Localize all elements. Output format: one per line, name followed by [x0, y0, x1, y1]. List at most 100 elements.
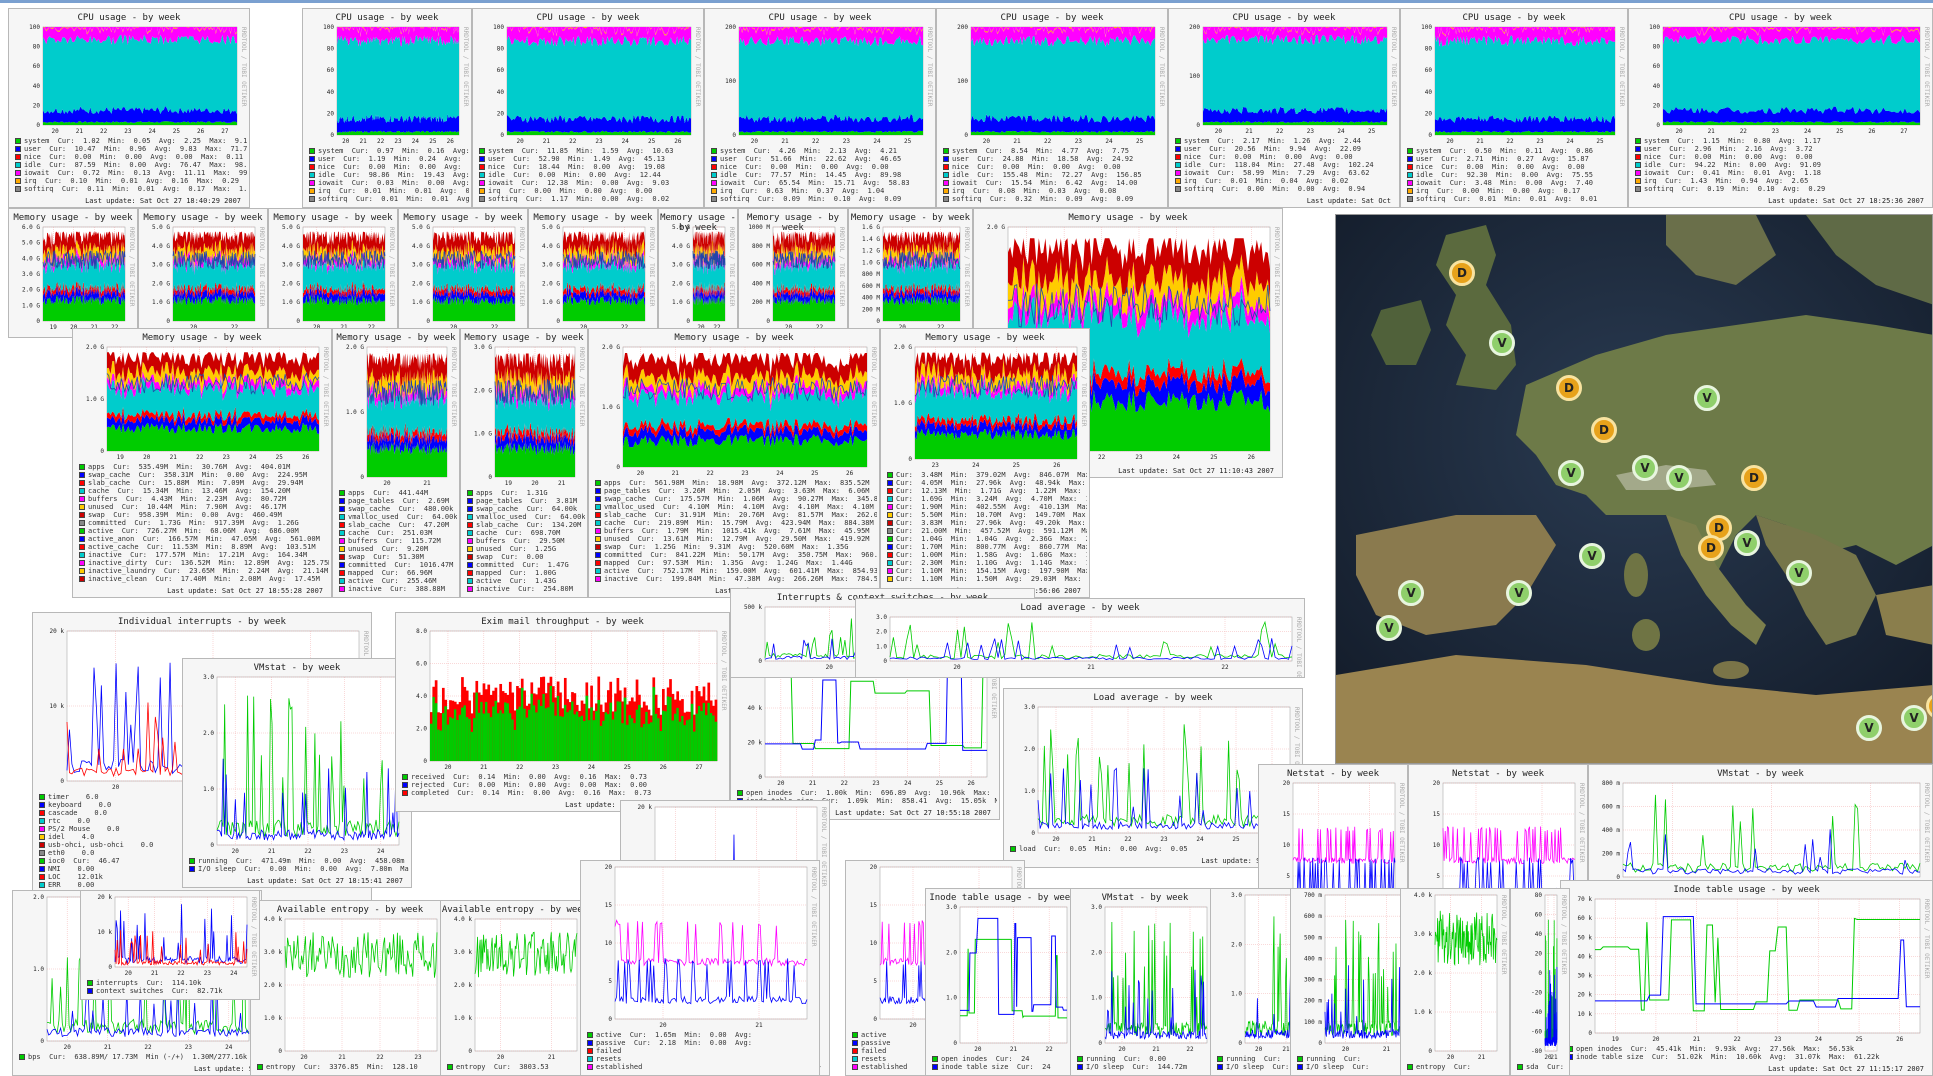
x-tick-label: 19 — [117, 454, 125, 461]
x-tick-label: 20 — [232, 848, 240, 855]
bar-completed — [614, 711, 617, 761]
legend-swatch — [887, 568, 893, 574]
legend-swatch — [15, 146, 21, 152]
line-committed — [1007, 283, 1271, 328]
legend-text: active_anon Cur: 166.57M Min: 47.05M Avg… — [88, 535, 320, 543]
x-tick-label: 22 — [177, 970, 185, 977]
y-tick-label: 80 — [497, 46, 505, 53]
x-tick-label: 25 — [648, 138, 656, 145]
map-marker-v[interactable]: V — [1694, 385, 1720, 411]
munin-graph-entropy2[interactable]: 0 1.0 k 2.0 k 3.0 k 4.0 k 20 21 Available entro… — [440, 900, 590, 1076]
x-tick-label: 23 — [1536, 138, 1544, 145]
munin-graph-mem1[interactable]: 0 1.0 G 2.0 G 3.0 G 4.0 G 5.0 G 6.0 G 19 20 21 22 M… — [8, 208, 138, 338]
x-tick-label: 22 — [1186, 1046, 1194, 1053]
map-marker-v[interactable]: V — [1489, 330, 1515, 356]
bar-completed — [537, 699, 541, 761]
graph-legend: sda Cur: 211.19 — [1517, 1063, 1567, 1071]
munin-graph-mem14[interactable]: 0 1.0 G 2.0 G 23 24 25 26 Memory usage - by wee… — [880, 328, 1090, 598]
munin-graph-mem13[interactable]: 0 1.0 G 2.0 G 20 21 22 23 24 25 26 Memory usage - … — [588, 328, 880, 598]
x-tick-label: 21 — [151, 970, 159, 977]
munin-graph-load2[interactable]: 01.02.03.020212223242526Load average - b… — [1003, 688, 1303, 868]
map-marker-v[interactable]: V — [1632, 455, 1658, 481]
map-marker-v[interactable]: V — [1506, 580, 1532, 606]
x-tick-label: 20 — [342, 138, 350, 145]
x-tick-label: 26 — [1868, 128, 1876, 135]
map-marker-v[interactable]: V — [1558, 460, 1584, 486]
munin-graph-cpu1[interactable]: 0 20 40 60 80 100 20 21 22 23 24 25 26 27 CPU usage - … — [8, 8, 250, 208]
munin-graph-inode2[interactable]: 0 10 k 20 k 30 k 40 k 50 k 60 k 70 k 19 20 21 22 23 2… — [1560, 880, 1933, 1076]
legend-row: softirq Cur: 0.32 Min: 0.09 Avg: 0.09 — [943, 195, 1165, 203]
munin-graph-mem6[interactable]: 0 1.0 G 2.0 G 3.0 G 4.0 G 5.0 G 20 22 Memory usa… — [658, 208, 738, 338]
bar-completed — [585, 695, 589, 761]
rrdtool-watermark: RRDTOOL / TOBI OETIKER — [258, 227, 265, 307]
x-tick-label: 21 — [1383, 1046, 1391, 1053]
munin-graph-netstat3[interactable]: 0 5 10 15 20 20 21 RRDTOOL / TOBI OETIKER active… — [580, 860, 820, 1076]
munin-graph-cpu5[interactable]: 0 100 200 20 21 22 23 24 25 CPU usage - by week RR… — [936, 8, 1168, 208]
legend-text: user Cur: 10.47 Min: 0.96 Avg: 9.83 Max:… — [24, 145, 247, 153]
munin-graph-load1[interactable]: 0 1.0 2.0 3.0 20 21 22 Load average - by week RR… — [855, 598, 1305, 678]
map-marker-d[interactable]: D — [1556, 375, 1582, 401]
munin-graph-mem7[interactable]: 0 200 M 400 M 600 M 800 M 1000 M 20 22 Memory us… — [738, 208, 848, 338]
map-marker-v[interactable]: V — [1666, 465, 1692, 491]
legend-text: softirq Cur: 0.01 Min: 0.01 Avg: 0.20 — [318, 195, 469, 203]
map-marker-v[interactable]: V — [1786, 560, 1812, 586]
munin-graph-vmstat5[interactable]: 0 100 m 200 m 300 m 400 m 500 m 600 m 700 m 20 21… — [1290, 888, 1420, 1076]
munin-graph-cpu8[interactable]: 0 20 40 60 80 100 20 21 22 23 24 25 26 27 CPU usage - … — [1628, 8, 1933, 208]
map-marker-v[interactable]: V — [1579, 543, 1605, 569]
y-tick-label: 3.0 G — [22, 271, 40, 278]
munin-graph-mem12[interactable]: 0 1.0 G 2.0 G 3.0 G 19 20 21 Memory usage - by … — [460, 328, 588, 598]
munin-graph-mem11[interactable]: 0 1.0 G 2.0 G 20 21 Memory usage - by week RRD… — [332, 328, 460, 598]
munin-graph-inode3[interactable]: 0 1.0 2.0 3.0 20 21 22 Inode table usage - by w… — [925, 888, 1080, 1076]
legend-swatch — [595, 496, 601, 502]
y-tick-label: 1.0 G — [542, 299, 560, 306]
munin-graph-mem10[interactable]: 0 1.0 G 2.0 G 19 20 21 22 23 24 25 26 Memory usage … — [72, 328, 332, 598]
munin-graph-mem8[interactable]: 0 200 M 400 M 600 M 800 M 1.0 G 1.2 G 1.4 G 1.6 … — [848, 208, 973, 338]
map-marker-v[interactable]: V — [1398, 580, 1424, 606]
munin-graph-mem4[interactable]: 0 1.0 G 2.0 G 3.0 G 4.0 G 5.0 G 20 22 Memory usa… — [398, 208, 528, 338]
bar-completed — [492, 706, 495, 761]
bar-completed — [664, 711, 668, 761]
legend-swatch — [39, 882, 45, 888]
munin-graph-blocks[interactable]: -80 -60 -40 -20 0 20 40 60 80 20 21 RRDTOOL / TOBI … — [1510, 888, 1570, 1076]
graph-legend: entropy Cur: — [1407, 1063, 1507, 1071]
map-marker-v[interactable]: V — [1734, 530, 1760, 556]
munin-graph-cpu3[interactable]: 0 20 40 60 80 100 20 21 22 23 24 25 26 CPU usage - by… — [472, 8, 704, 208]
munin-graph-cpu2[interactable]: 0 20 40 60 80 100 20 21 22 23 24 25 26 CPU usage - by… — [302, 8, 472, 208]
x-tick-label: 23 — [595, 138, 603, 145]
map-marker-d[interactable]: D — [1449, 260, 1475, 286]
munin-graph-cpu7[interactable]: 0 20 40 60 80 100 20 21 22 23 24 25 CPU usage - by w… — [1400, 8, 1628, 208]
munin-graph-mem2[interactable]: 0 1.0 G 2.0 G 3.0 G 4.0 G 5.0 G 20 22 Memory usa… — [138, 208, 268, 338]
munin-graph-exim[interactable]: 0 2.0 4.0 6.0 8.0 20 21 22 23 24 25 26 27 Exim mail t… — [395, 612, 730, 812]
munin-graph-mem5[interactable]: 0 1.0 G 2.0 G 3.0 G 4.0 G 5.0 G 20 22 Memory usa… — [528, 208, 658, 338]
map-marker-d[interactable]: D — [1741, 465, 1767, 491]
munin-graph-mem3[interactable]: 0 1.0 G 2.0 G 3.0 G 4.0 G 5.0 G 20 21 22 Memory u… — [268, 208, 398, 338]
munin-graph-cpu4[interactable]: 0 100 200 20 21 22 23 24 25 CPU usage - by week RR… — [704, 8, 936, 208]
legend-text: committed Cur: 1.47G — [476, 561, 569, 569]
y-tick-label: 0 — [758, 658, 762, 665]
map-marker-v[interactable]: V — [1856, 715, 1882, 741]
x-tick-label: 20 — [697, 324, 705, 331]
munin-graph-irq2[interactable]: 0 10 k 20 k 20 21 22 23 24 RRDTOOL / TOBI OETIKE… — [80, 890, 260, 1000]
europe-satellite-map[interactable]: DVDVDVVVDDDVVVVVVDVV — [1335, 214, 1933, 764]
map-marker-v[interactable]: V — [1376, 615, 1402, 641]
legend-swatch — [339, 514, 345, 520]
legend-text: iowait Cur: 0.41 Min: 0.01 Avg: 1.18 — [1644, 169, 1822, 177]
map-marker-v[interactable]: V — [1901, 705, 1927, 731]
y-tick-label: 5 — [608, 978, 612, 985]
map-marker-d[interactable]: D — [1698, 535, 1724, 561]
series-group — [1037, 724, 1291, 831]
x-tick-label: 23 — [124, 128, 132, 135]
map-marker-d[interactable]: D — [1591, 417, 1617, 443]
munin-graph-entropy1[interactable]: 0 1.0 k 2.0 k 3.0 k 4.0 k 20 21 22 23 Available e… — [250, 900, 450, 1076]
bar-completed — [554, 715, 558, 761]
y-tick-label: 0 — [1196, 122, 1200, 129]
legend-text: Cur: 1.69G Min: 3.24M Avg: 4.70M Max: 1.… — [896, 495, 1087, 503]
bar-completed — [597, 699, 601, 761]
munin-graph-entropy3[interactable]: 0 1.0 k 2.0 k 3.0 k 4.0 k 20 21 RRDTOOL / TOBI … — [1400, 888, 1510, 1076]
munin-graph-cpu6[interactable]: 0 100 200 20 21 22 23 24 25 CPU usage - by week RR… — [1168, 8, 1400, 208]
legend-row: committed Cur: 1.73G Min: 917.39M Avg: 1… — [79, 519, 329, 527]
